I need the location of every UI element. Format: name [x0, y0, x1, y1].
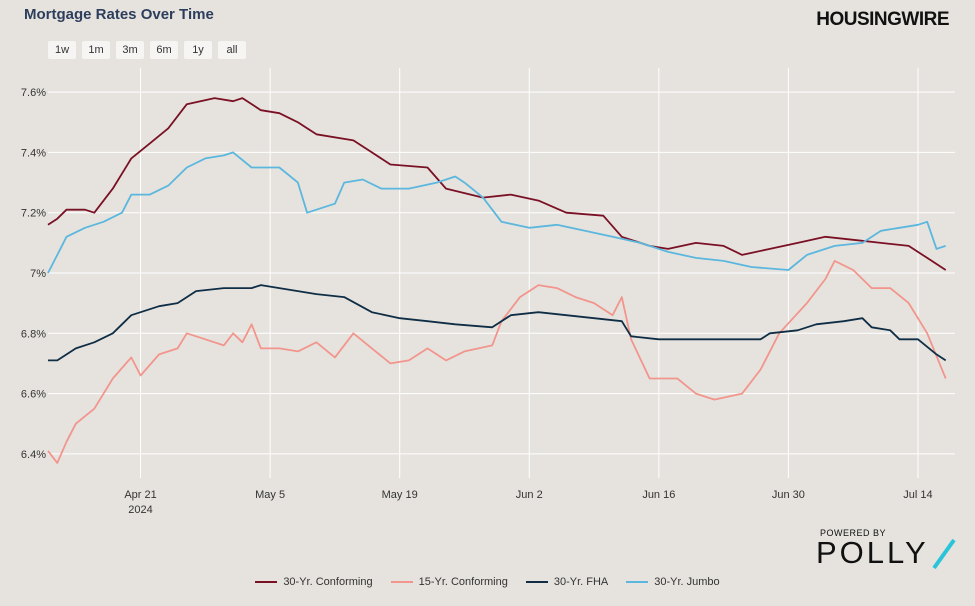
range-button-1m[interactable]: 1m [82, 41, 110, 59]
housingwire-logo: HOUSINGWIRE [816, 9, 949, 30]
range-button-6m[interactable]: 6m [150, 41, 178, 59]
legend-label: 15-Yr. Conforming [418, 576, 508, 588]
x-tick-sublabel: 2024 [128, 504, 152, 516]
x-tick-label: Jul 14 [903, 489, 932, 501]
legend-item-30yr-jumbo[interactable]: 30-Yr. Jumbo [626, 576, 720, 588]
range-button-1y[interactable]: 1y [184, 41, 212, 59]
y-tick-label: 7.4% [21, 147, 46, 159]
x-tick-label: Apr 21 [124, 489, 156, 501]
y-tick-label: 6.6% [21, 389, 46, 401]
y-tick-label: 6.8% [21, 328, 46, 340]
legend-item-15yr-conforming[interactable]: 15-Yr. Conforming [390, 576, 508, 588]
range-selector: 1w 1m 3m 6m 1y all [48, 41, 246, 59]
legend: 30-Yr. Conforming 15-Yr. Conforming 30-Y… [0, 576, 975, 588]
legend-swatch [390, 581, 413, 583]
y-tick-label: 7.6% [21, 87, 46, 99]
axis-labels: 6.4% 6.6% 6.8% 7% 7.2% 7.4% 7.6% Apr 21 2024 May … [21, 87, 933, 516]
series-line-30-yr-conforming [47, 97, 947, 271]
legend-swatch [525, 581, 548, 583]
legend-swatch [255, 581, 278, 583]
legend-label: 30-Yr. Jumbo [654, 576, 720, 588]
series-line-15-yr-conforming [47, 260, 947, 464]
legend-label: 30-Yr. Conforming [283, 576, 373, 588]
legend-label: 30-Yr. FHA [553, 576, 609, 588]
gridlines [48, 68, 955, 478]
legend-item-30yr-fha[interactable]: 30-Yr. FHA [525, 576, 609, 588]
x-tick-label: Jun 16 [642, 489, 675, 501]
y-tick-label: 7.2% [21, 208, 46, 220]
range-button-all[interactable]: all [218, 41, 246, 59]
x-tick-label: Jun 30 [772, 489, 805, 501]
legend-item-30yr-conforming[interactable]: 30-Yr. Conforming [255, 576, 373, 588]
y-tick-label: 6.4% [21, 449, 46, 461]
x-tick-label: Jun 2 [516, 489, 543, 501]
series-line-30-yr-jumbo [47, 151, 946, 274]
powered-by-label: POWERED BY [820, 528, 887, 538]
x-tick-label: May 19 [382, 489, 418, 501]
polly-logo: POLLY [816, 535, 929, 570]
legend-swatch [626, 581, 649, 583]
range-button-1w[interactable]: 1w [48, 41, 76, 59]
range-button-3m[interactable]: 3m [116, 41, 144, 59]
chart-title: Mortgage Rates Over Time [24, 6, 214, 23]
series-line-30-yr-fha [48, 284, 947, 362]
x-tick-label: May 5 [255, 489, 285, 501]
polly-slash-icon [932, 538, 956, 570]
series-lines [47, 97, 947, 464]
y-tick-label: 7% [30, 268, 46, 280]
